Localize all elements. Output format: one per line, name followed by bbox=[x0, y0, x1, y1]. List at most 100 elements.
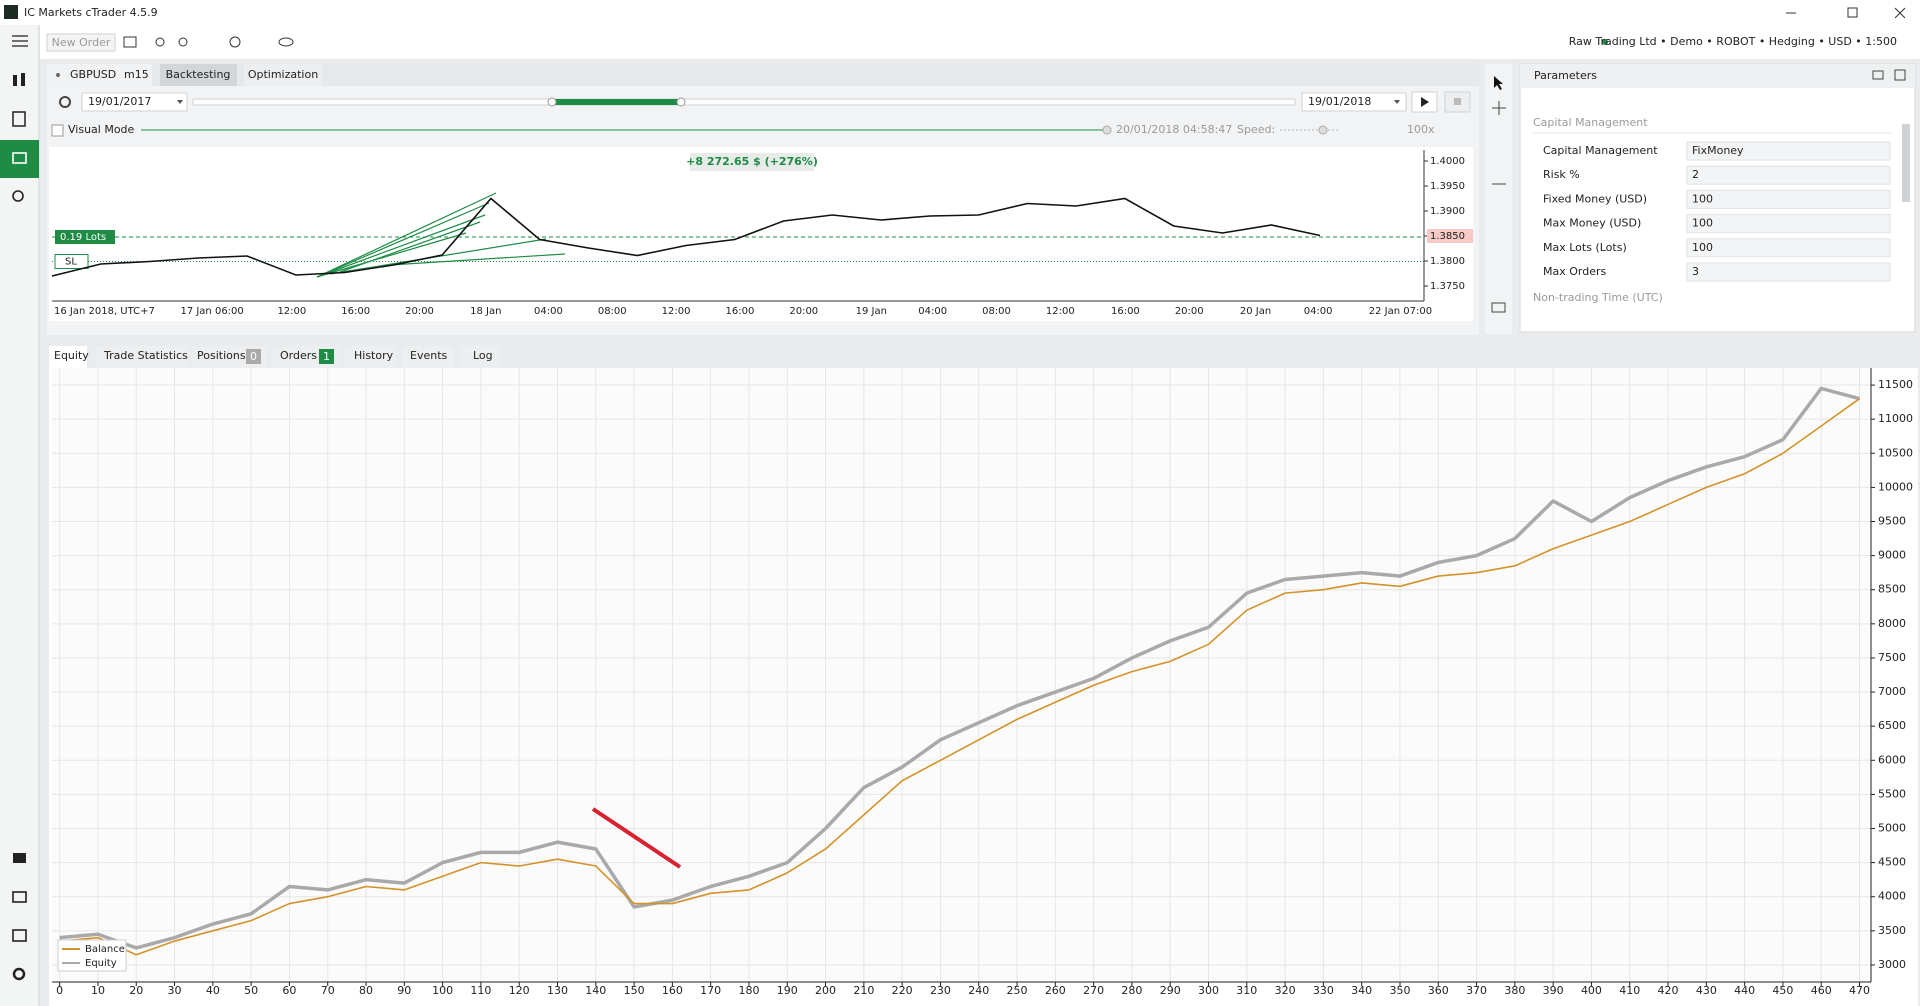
x-tick-label: 100 bbox=[432, 984, 453, 997]
log-tab[interactable] bbox=[459, 346, 501, 368]
section-title: Non-trading Time (UTC) bbox=[1533, 291, 1663, 304]
x-tick-label: 370 bbox=[1466, 984, 1487, 997]
view-icon[interactable] bbox=[278, 37, 294, 47]
symbol-tab[interactable] bbox=[47, 64, 152, 86]
account-info[interactable]: Raw Trading Ltd • Demo • ROBOT • Hedging… bbox=[1569, 35, 1897, 48]
legend bbox=[57, 939, 127, 972]
equity-plot-area bbox=[52, 368, 1871, 982]
current-price-bg bbox=[1427, 229, 1473, 243]
positions-count: 0 bbox=[250, 350, 257, 363]
speed-value: 100x bbox=[1407, 123, 1435, 136]
result-annotation: +8 272.65 $ (+276%) bbox=[686, 155, 818, 168]
x-tick-label: 18 Jan bbox=[470, 306, 501, 317]
x-tick-label: 20:00 bbox=[405, 306, 434, 317]
trade-lines bbox=[316, 192, 566, 278]
sl-label: SL bbox=[65, 257, 77, 268]
zoom-in-icon[interactable] bbox=[155, 37, 165, 47]
range-handle[interactable] bbox=[547, 97, 557, 107]
orders-count: 1 bbox=[323, 350, 330, 363]
zoom-out-icon[interactable] bbox=[178, 37, 188, 47]
text-tool[interactable] bbox=[1491, 302, 1506, 313]
y-tick-label: 7000 bbox=[1878, 685, 1906, 698]
y-tick-label: 4000 bbox=[1878, 890, 1906, 903]
optimization-tab[interactable] bbox=[244, 64, 322, 86]
settings-gear[interactable] bbox=[59, 96, 71, 108]
x-tick-label: 450 bbox=[1772, 984, 1793, 997]
trade-statistics-tab[interactable] bbox=[96, 346, 188, 368]
y-tick-label: 9500 bbox=[1878, 515, 1906, 528]
crosshair-tool[interactable] bbox=[1492, 101, 1506, 115]
parameter-value: 2 bbox=[1692, 168, 1699, 181]
x-tick-label: 150 bbox=[624, 984, 645, 997]
x-tick-label: 400 bbox=[1581, 984, 1602, 997]
y-tick-label: 4500 bbox=[1878, 856, 1906, 869]
parameter-value: 3 bbox=[1692, 265, 1699, 278]
parameter-input bbox=[1686, 141, 1891, 161]
start-date-box[interactable] bbox=[81, 92, 188, 112]
copy-icon[interactable] bbox=[12, 111, 26, 127]
y-tick-label: 10000 bbox=[1878, 480, 1913, 493]
x-tick-label: 280 bbox=[1121, 984, 1142, 997]
range-selection bbox=[552, 99, 681, 105]
settings-icon[interactable] bbox=[12, 967, 26, 981]
cursor-tool[interactable] bbox=[1494, 76, 1503, 90]
close-button[interactable] bbox=[1894, 7, 1906, 19]
parameter-input bbox=[1686, 189, 1891, 209]
trade-line bbox=[316, 202, 490, 278]
panel-button[interactable] bbox=[1894, 69, 1906, 81]
equity-tab[interactable] bbox=[49, 346, 87, 368]
parameter-name: Max Lots (Lots) bbox=[1543, 241, 1627, 254]
series-line bbox=[59, 398, 1860, 956]
x-tick-label: 16 Jan 2018, UTC+7 bbox=[54, 306, 155, 317]
x-tick-label: 190 bbox=[777, 984, 798, 997]
automate-active[interactable] bbox=[0, 140, 39, 178]
x-tick-label: 110 bbox=[470, 984, 491, 997]
x-tick-label: 160 bbox=[662, 984, 683, 997]
y-tick-label: 11500 bbox=[1878, 378, 1913, 391]
x-tick-label: 19 Jan bbox=[856, 306, 887, 317]
x-tick-label: 360 bbox=[1428, 984, 1449, 997]
speed-label: Speed: bbox=[1237, 123, 1275, 136]
visual-mode-label: Visual Mode bbox=[68, 123, 135, 136]
backtesting-tab[interactable] bbox=[160, 64, 237, 86]
menu-icon[interactable] bbox=[12, 35, 28, 47]
equity-lines bbox=[59, 386, 1860, 956]
tool-icon[interactable] bbox=[229, 36, 241, 48]
trade-icon[interactable] bbox=[13, 75, 17, 86]
new-order-button[interactable] bbox=[46, 33, 116, 52]
x-tick-label: 180 bbox=[738, 984, 759, 997]
y-tick-label: 1.4000 bbox=[1430, 156, 1465, 167]
history-tab-label: History bbox=[354, 349, 394, 362]
trade-statistics-tab-label: Trade Statistics bbox=[103, 349, 188, 362]
x-tick-label: 70 bbox=[321, 984, 335, 997]
analyze-icon[interactable] bbox=[12, 190, 24, 202]
x-tick-label: 10 bbox=[91, 984, 105, 997]
end-date-box[interactable] bbox=[1301, 92, 1407, 112]
scrollbar[interactable] bbox=[1902, 124, 1910, 202]
bottom-icon-1[interactable] bbox=[13, 853, 26, 863]
y-tick-label: 11000 bbox=[1878, 412, 1913, 425]
restore-button[interactable] bbox=[1847, 7, 1858, 18]
y-tick-label: 5000 bbox=[1878, 822, 1906, 835]
title-bar bbox=[0, 0, 1920, 25]
visual-mode-checkbox[interactable] bbox=[51, 124, 64, 137]
parameter-name: Fixed Money (USD) bbox=[1543, 192, 1647, 205]
history-tab[interactable] bbox=[345, 346, 396, 368]
sidebar bbox=[0, 25, 39, 1006]
bottom-icon-3[interactable] bbox=[12, 929, 27, 942]
panel-button[interactable] bbox=[1872, 70, 1884, 80]
parameter-input bbox=[1686, 165, 1891, 185]
x-tick-label: 350 bbox=[1389, 984, 1410, 997]
range-slider[interactable] bbox=[192, 98, 1296, 106]
events-tab[interactable] bbox=[402, 346, 454, 368]
parameter-value: 100 bbox=[1692, 192, 1713, 205]
tool-icon[interactable] bbox=[123, 36, 137, 48]
symbol-dot bbox=[56, 73, 60, 77]
speed-handle[interactable] bbox=[1318, 125, 1328, 135]
x-tick-label: 380 bbox=[1504, 984, 1525, 997]
x-tick-label: 22 Jan 07:00 bbox=[1369, 306, 1432, 317]
x-tick-label: 440 bbox=[1734, 984, 1755, 997]
bottom-icon-2[interactable] bbox=[12, 891, 27, 903]
range-handle[interactable] bbox=[676, 97, 686, 107]
